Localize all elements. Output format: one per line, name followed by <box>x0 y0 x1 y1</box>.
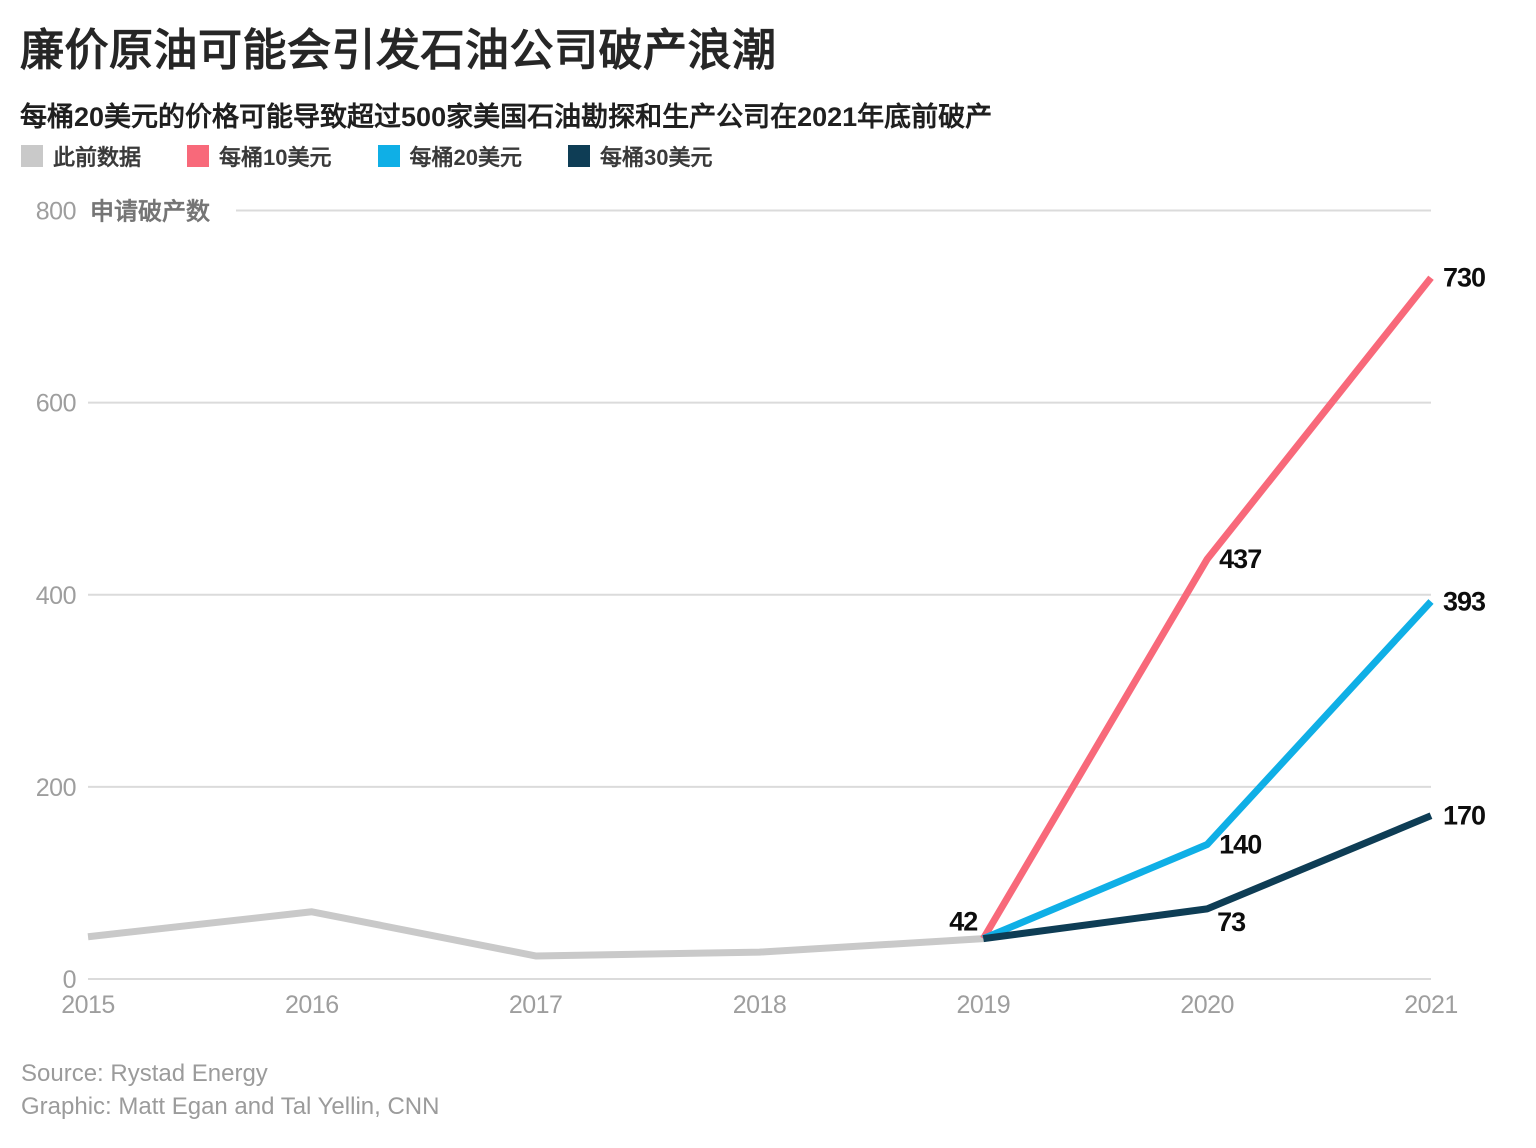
y-tick-600: 600 <box>36 390 76 418</box>
line-previous-data <box>87 908 984 960</box>
chart-title: 廉价原油可能会引发石油公司破产浪潮 <box>20 26 777 75</box>
x-tick-2015: 2015 <box>61 991 115 1019</box>
value-label-437: 437 <box>1219 544 1261 574</box>
source-line: Source: Rystad Energy <box>21 1060 268 1087</box>
line-usd20-barrel <box>981 599 1434 942</box>
value-label-393: 393 <box>1443 586 1486 616</box>
x-tick-2019: 2019 <box>957 991 1011 1019</box>
legend-item-usd20-barrel: 每桶20美元 <box>377 140 522 172</box>
line-usd30-barrel <box>982 812 1433 943</box>
source-credit: Source: Rystad Energy Graphic: Matt Egan… <box>21 1057 439 1123</box>
legend-label: 此前数据 <box>53 145 142 170</box>
value-label-170: 170 <box>1443 801 1485 831</box>
legend-label: 每桶30美元 <box>599 145 713 170</box>
legend-swatch-usd20-barrel <box>377 145 400 167</box>
chart-subtitle: 每桶20美元的价格可能导致超过500家美国石油勘探和生产公司在2021年底前破产 <box>20 102 993 132</box>
y-axis-title: 申请破产数 <box>90 198 211 226</box>
x-tick-2020: 2020 <box>1180 991 1234 1019</box>
legend: 此前数据 每桶10美元 每桶20美元 每桶30美元 <box>21 140 712 172</box>
value-label-730: 730 <box>1443 263 1485 293</box>
value-label-73: 73 <box>1217 907 1246 937</box>
line-usd10-barrel <box>980 275 1434 941</box>
y-tick-200: 200 <box>36 774 76 802</box>
legend-label: 每桶10美元 <box>219 145 332 170</box>
legend-label: 每桶20美元 <box>409 145 522 170</box>
x-tick-2021: 2021 <box>1404 991 1458 1019</box>
legend-swatch-previous-data <box>21 145 43 167</box>
y-tick-0: 0 <box>63 966 76 994</box>
y-tick-800: 800 <box>36 198 76 226</box>
x-tick-2016: 2016 <box>285 991 339 1019</box>
legend-swatch-usd10-barrel <box>187 145 210 167</box>
value-label-42: 42 <box>949 907 977 937</box>
legend-item-usd10-barrel: 每桶10美元 <box>187 140 332 172</box>
legend-item-usd30-barrel: 每桶30美元 <box>567 140 713 172</box>
legend-swatch-usd30-barrel <box>567 145 590 167</box>
value-label-140: 140 <box>1219 830 1261 860</box>
x-tick-2018: 2018 <box>733 991 787 1019</box>
credit-line: Graphic: Matt Egan and Tal Yellin, CNN <box>21 1093 440 1120</box>
y-tick-400: 400 <box>36 582 76 610</box>
legend-item-previous-data: 此前数据 <box>21 140 141 172</box>
x-tick-2017: 2017 <box>509 991 563 1019</box>
